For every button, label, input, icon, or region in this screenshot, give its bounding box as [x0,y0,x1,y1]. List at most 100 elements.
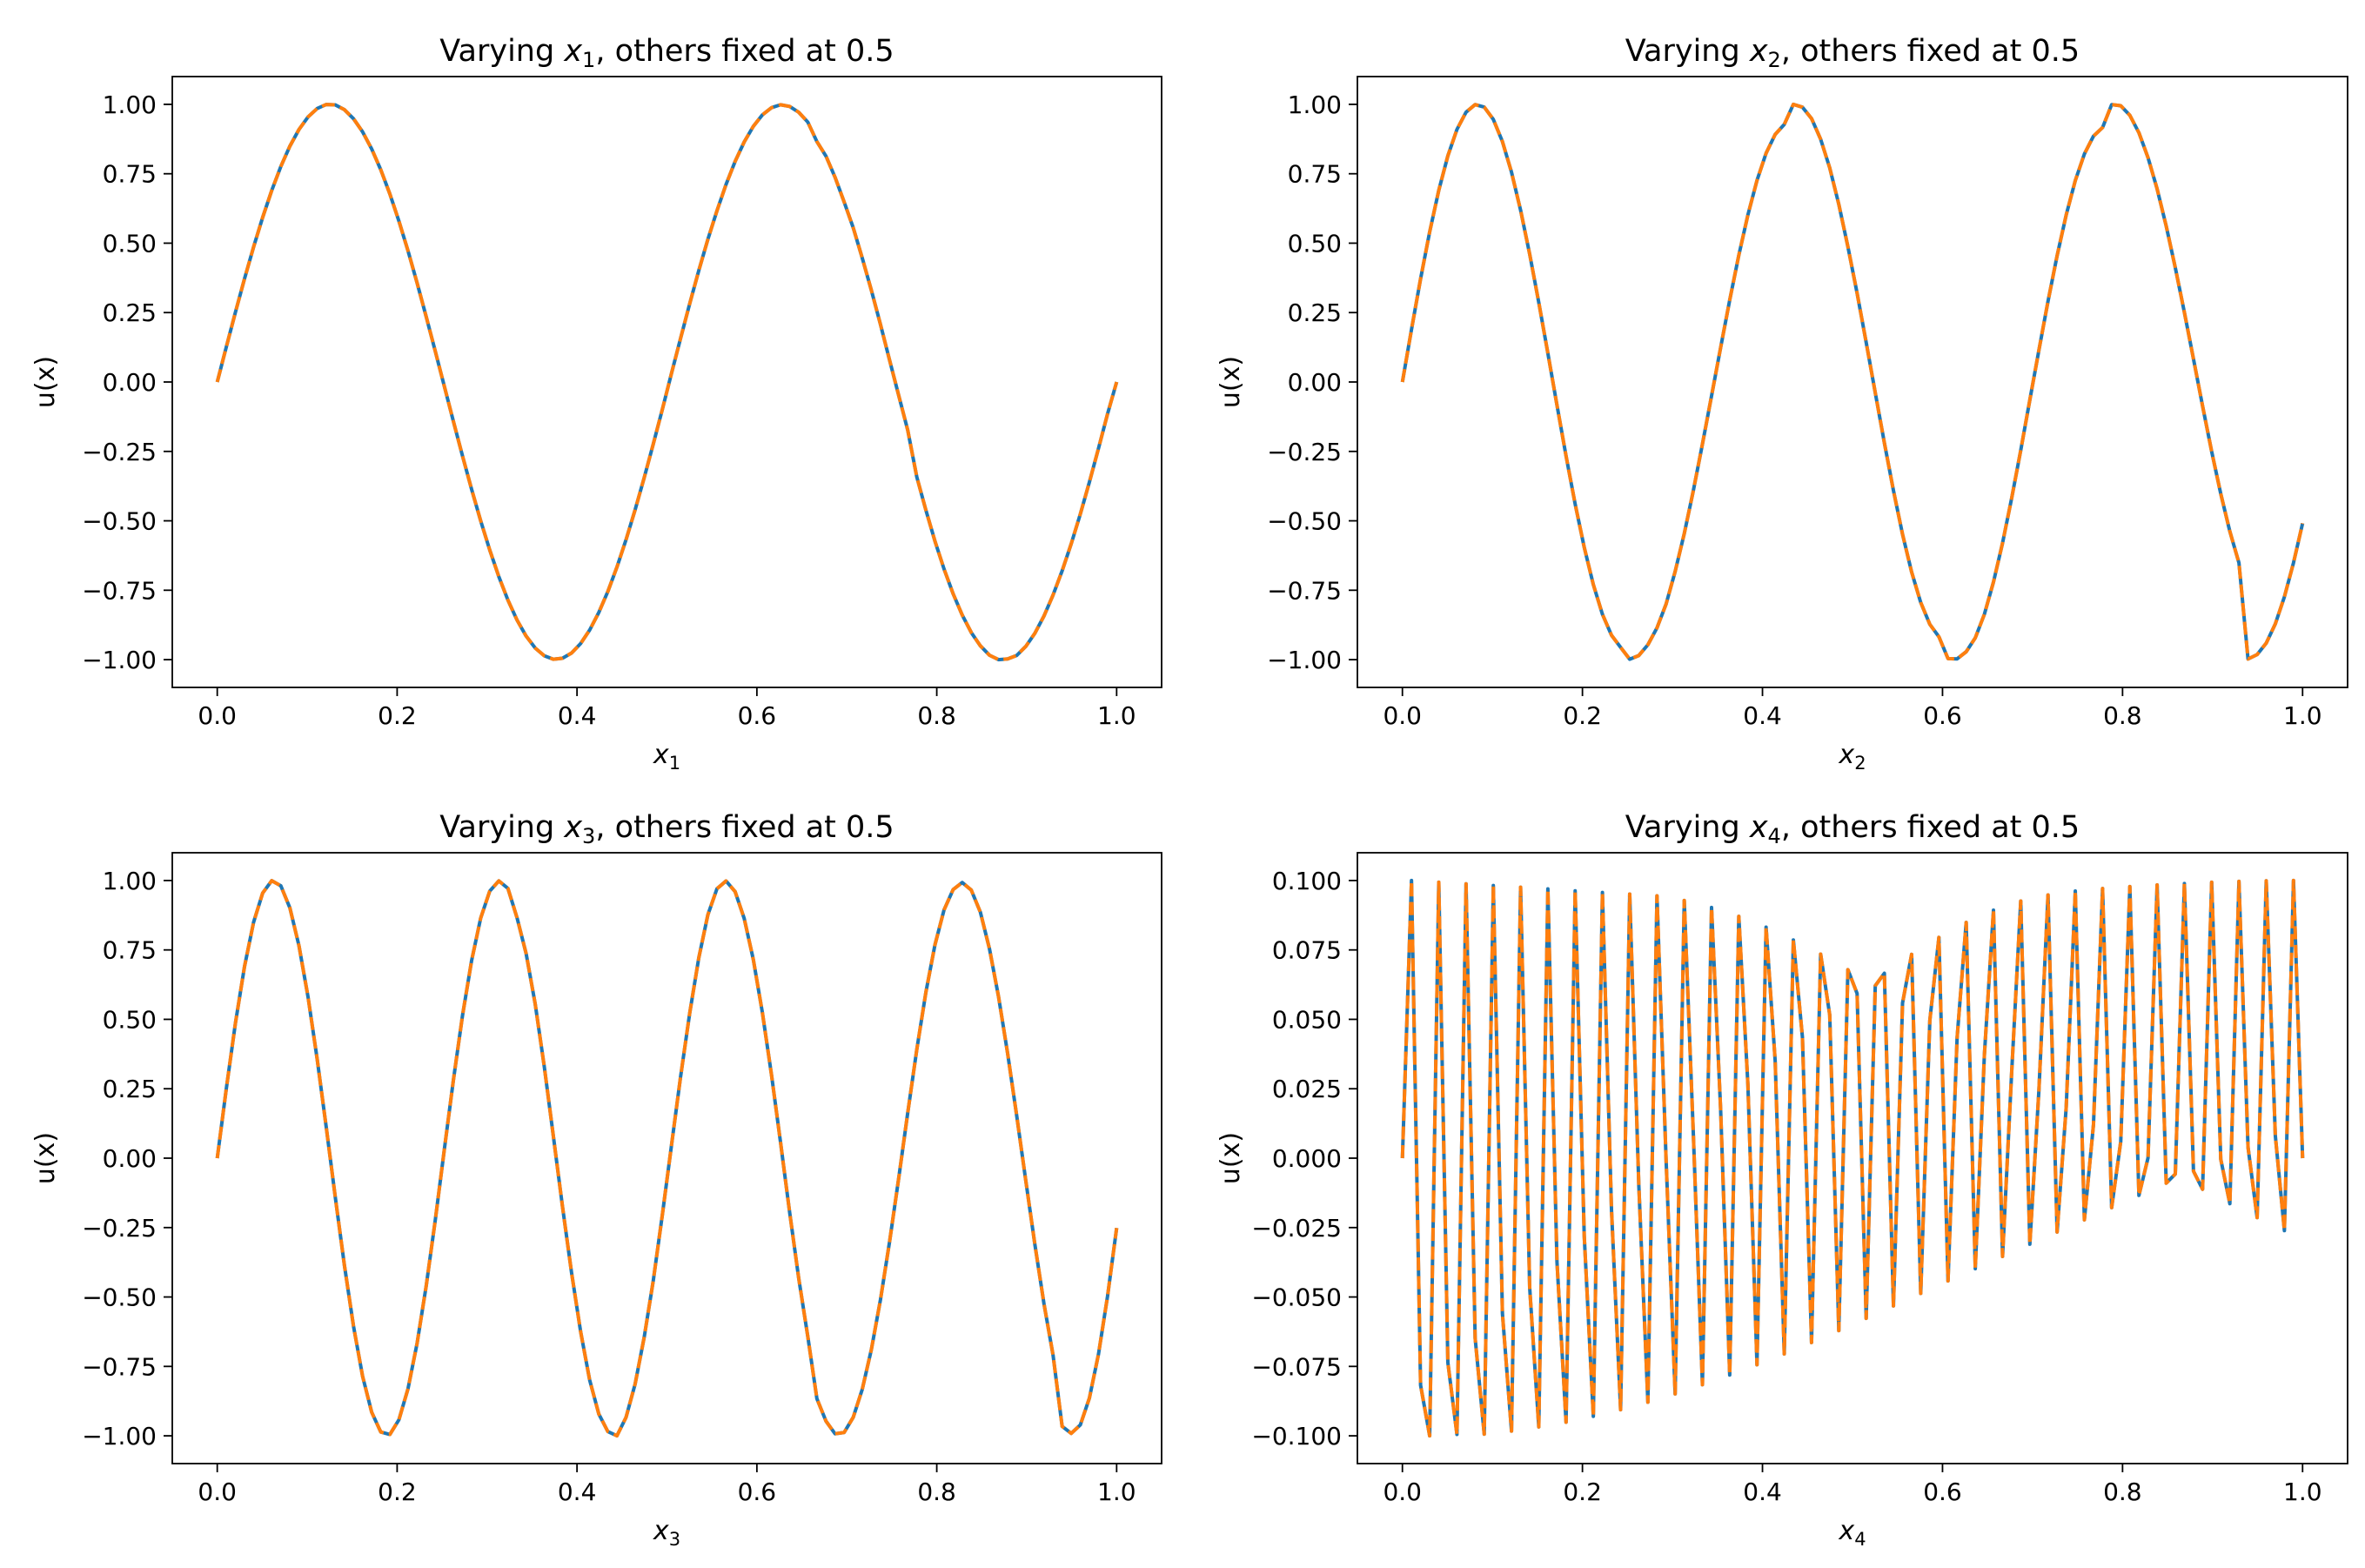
y-tick-label: −0.075 [1251,1352,1342,1381]
x-axis-label-var: x [653,740,669,770]
x-axis-label: x2 [1838,740,1866,774]
series-line-dashed [215,879,1119,1438]
subplot-title: Varying x4, others fixed at 0.5 [1625,810,2080,848]
y-tick-label: −1.00 [1267,646,1342,674]
subplot-title: Varying x1, others fixed at 0.5 [439,34,894,72]
x-tick-label: 0.4 [1743,701,1782,730]
title-subscript: 2 [1768,48,1781,72]
x-tick-label: 0.2 [378,1478,417,1506]
y-tick-label: 0.50 [103,229,157,258]
y-tick-label: −0.050 [1251,1283,1342,1312]
x-tick-label: 0.4 [558,701,597,730]
y-tick-label: 0.50 [103,1005,157,1034]
y-axis-label: u(x) [30,1132,61,1184]
y-tick-label: −0.75 [1267,576,1342,605]
x-axis-label-var: x [1838,1516,1854,1546]
subplot-4: 0.0 0.2 0.4 0.6 0.8 1.0 0.100 0.075 0.050 0.025 0.… [1216,810,2348,1550]
y-tick-label: −1.00 [82,1422,157,1451]
y-tick-label: −1.00 [82,646,157,674]
y-tick-label: 1.00 [1288,90,1342,119]
subplot-1: 0.0 0.2 0.4 0.6 0.8 1.0 1.00 0.75 0.50 0.25 0.00 −0… [30,34,1162,774]
y-axis-label: u(x) [1216,356,1246,408]
y-tick-label: 0.75 [103,160,157,189]
y-tick-label: −0.75 [82,1352,157,1381]
x-axis-label-sub: 3 [669,1529,680,1550]
title-subscript: 4 [1768,824,1781,848]
series-line-dashed [215,103,1119,662]
title-variable: x [563,34,582,69]
x-tick-label: 0.0 [198,701,237,730]
x-tick-label: 0.2 [378,701,417,730]
y-tick-label: 0.25 [103,1075,157,1103]
y-tick-label: 0.100 [1272,867,1342,895]
title-subscript: 3 [582,824,595,848]
x-tick-label: 1.0 [2283,701,2322,730]
subplot-title: Varying x2, others fixed at 0.5 [1625,34,2080,72]
x-tick-label: 1.0 [2283,1478,2322,1506]
y-tick-label: −0.100 [1251,1422,1342,1451]
x-tick-label: 0.6 [738,1478,777,1506]
subplot-3: 0.0 0.2 0.4 0.6 0.8 1.0 1.00 0.75 0.50 0.25 0.00 −0… [30,810,1162,1550]
title-subscript: 1 [582,48,595,72]
y-tick-label: 0.00 [103,1144,157,1173]
x-tick-label: 0.8 [2103,1478,2142,1506]
title-suffix: , others fixed at 0.5 [1781,34,2080,69]
y-tick-label: 0.000 [1272,1144,1342,1173]
x-tick-label: 0.2 [1563,701,1602,730]
x-tick-label: 0.0 [1383,701,1422,730]
y-tick-label: 0.00 [1288,368,1342,397]
x-tick-label: 0.8 [2103,701,2142,730]
title-suffix: , others fixed at 0.5 [595,34,894,69]
title-prefix: Varying [439,34,564,69]
title-prefix: Varying [1625,810,1750,845]
x-axis-label-sub: 2 [1854,753,1866,774]
y-axis-label: u(x) [30,356,61,408]
subplot-2: 0.0 0.2 0.4 0.6 0.8 1.0 1.00 0.75 0.50 0.25 0.00 −0… [1216,34,2348,774]
x-tick-label: 0.6 [738,701,777,730]
subplot-title: Varying x3, others fixed at 0.5 [439,810,894,848]
series-line-dashed [1400,102,2305,661]
y-tick-label: 1.00 [103,90,157,119]
y-tick-label: 0.00 [103,368,157,397]
title-suffix: , others fixed at 0.5 [595,810,894,845]
title-variable: x [563,810,582,845]
y-tick-label: −0.75 [82,576,157,605]
x-axis-label-sub: 1 [669,753,680,774]
x-axis-label-var: x [653,1516,669,1546]
y-tick-label: 1.00 [103,867,157,895]
x-tick-label: 0.2 [1563,1478,1602,1506]
x-axis-label-var: x [1838,740,1854,770]
x-tick-label: 0.0 [1383,1478,1422,1506]
x-tick-label: 0.8 [917,701,956,730]
y-tick-label: −0.50 [82,1283,157,1312]
y-tick-label: 0.025 [1272,1075,1342,1103]
x-axis-label: x3 [653,1516,680,1550]
y-tick-label: 0.25 [1288,298,1342,327]
y-tick-label: −0.025 [1251,1214,1342,1243]
y-tick-label: 0.75 [103,936,157,965]
x-axis-label: x4 [1838,1516,1866,1550]
y-tick-label: 0.25 [103,298,157,327]
y-tick-label: −0.50 [82,507,157,536]
y-axis-label: u(x) [1216,1132,1246,1184]
x-tick-label: 0.4 [1743,1478,1782,1506]
y-tick-label: 0.050 [1272,1005,1342,1034]
y-tick-label: 0.50 [1288,229,1342,258]
x-tick-label: 1.0 [1097,1478,1136,1506]
title-variable: x [1749,810,1768,845]
x-tick-label: 0.0 [198,1478,237,1506]
title-variable: x [1749,34,1768,69]
x-tick-label: 0.6 [1923,701,1962,730]
y-tick-label: −0.25 [1267,438,1342,466]
series-line-dashed [1400,878,2305,1438]
x-tick-label: 0.6 [1923,1478,1962,1506]
y-tick-label: 0.75 [1288,160,1342,189]
y-tick-label: −0.50 [1267,507,1342,536]
x-tick-label: 0.8 [917,1478,956,1506]
y-tick-label: 0.075 [1272,936,1342,965]
y-tick-label: −0.25 [82,438,157,466]
x-tick-label: 0.4 [558,1478,597,1506]
title-suffix: , others fixed at 0.5 [1781,810,2080,845]
y-tick-label: −0.25 [82,1214,157,1243]
